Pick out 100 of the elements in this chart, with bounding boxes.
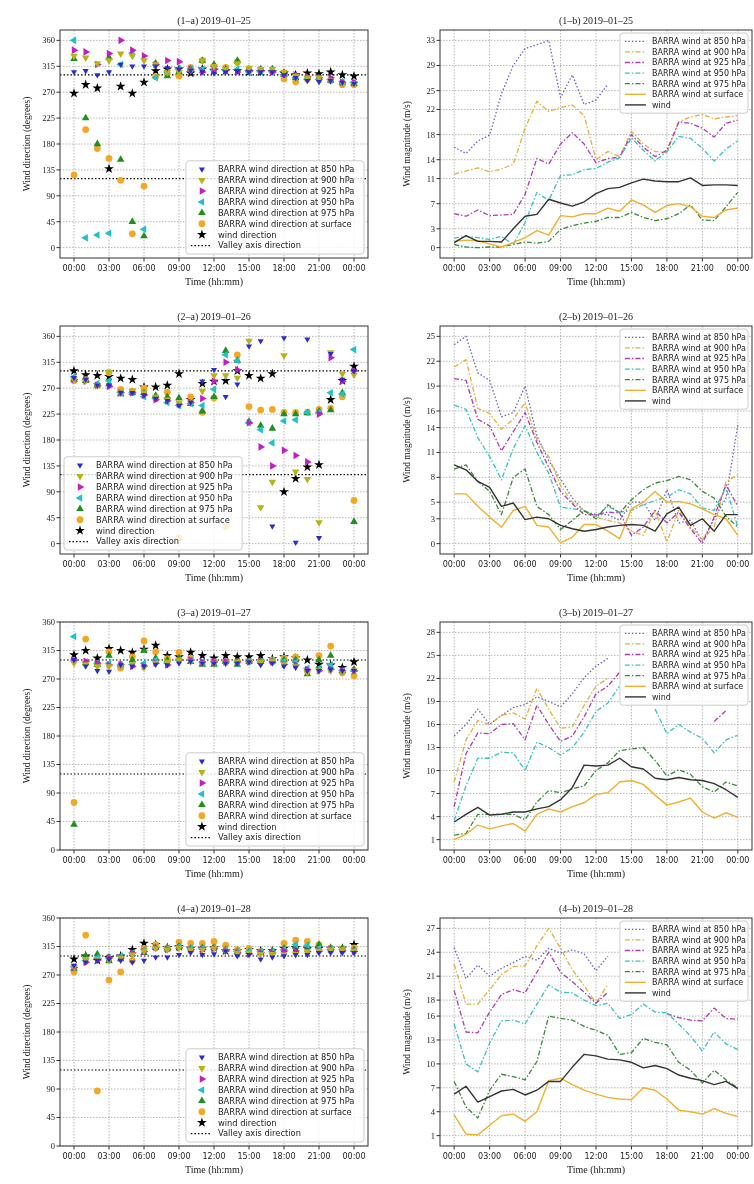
x-tick-label: 06:00 [132, 560, 156, 569]
legend-label: wind [651, 988, 671, 998]
x-axis-title: Time (hh:mm) [184, 572, 244, 584]
legend-label: BARRA wind at 925 hPa [651, 58, 747, 68]
y-axis-title: Wind direction (degrees) [22, 392, 33, 488]
y-tick-label: 270 [42, 969, 55, 980]
x-axis-title: Time (hh:mm) [184, 276, 244, 288]
y-tick-label: 7 [430, 198, 435, 209]
y-tick-label: 18 [426, 995, 435, 1006]
x-tick-label: 18:00 [272, 560, 296, 569]
x-tick-label: 00:00 [62, 264, 86, 273]
legend-label: BARRA wind at 950 hPa [651, 660, 747, 670]
chart-title: (2–a) 2019–01–26 [177, 311, 251, 323]
y-tick-label: 1 [430, 1130, 435, 1141]
y-tick-label: 14 [426, 422, 436, 433]
y-tick-label: 225 [42, 113, 55, 124]
legend-label: BARRA wind direction at 975 hPa [96, 503, 233, 514]
y-tick-label: 19 [426, 696, 435, 707]
y-tick-label: 16 [426, 405, 435, 416]
y-tick-label: 25 [426, 331, 435, 342]
y-tick-label: 315 [42, 941, 55, 952]
y-tick-label: 27 [426, 923, 435, 934]
y-tick-label: 360 [42, 331, 55, 342]
legend-label: wind direction [96, 525, 155, 536]
chart-title: (3–b) 2019–01–27 [558, 607, 634, 619]
x-tick-label: 06:00 [513, 560, 537, 569]
x-axis-title: Time (hh:mm) [184, 1164, 244, 1176]
legend-label: BARRA wind direction at 950 hPa [217, 196, 355, 207]
y-tick-label: 315 [42, 645, 55, 656]
x-axis-title: Time (hh:mm) [566, 868, 626, 880]
y-tick-label: 0 [50, 844, 55, 855]
x-axis-title: Time (hh:mm) [184, 868, 244, 880]
legend-label: BARRA wind direction at 925 hPa [96, 481, 233, 492]
y-tick-label: 135 [42, 460, 55, 471]
x-tick-label: 15:00 [619, 1152, 643, 1161]
y-tick-label: 180 [42, 434, 55, 445]
chart-title: (1–a) 2019–01–25 [177, 15, 251, 27]
x-tick-label: 00:00 [342, 560, 366, 569]
chart-title: (2–b) 2019–01–26 [558, 311, 634, 323]
x-tick-label: 12:00 [202, 1152, 226, 1161]
x-tick-label: 15:00 [237, 856, 261, 865]
x-axis-title: Time (hh:mm) [566, 1164, 626, 1176]
legend-label: BARRA wind at surface [651, 386, 744, 396]
y-tick-label: 14 [426, 154, 436, 165]
y-tick-label: 5 [430, 497, 435, 508]
y-tick-label: 180 [42, 1026, 55, 1037]
legend-label: BARRA wind at 850 hPa [651, 925, 747, 935]
y-tick-label: 270 [42, 673, 55, 684]
y-tick-label: 22 [426, 673, 435, 684]
legend-label: BARRA wind direction at 975 hPa [217, 799, 355, 810]
x-tick-label: 00:00 [62, 560, 86, 569]
y-tick-label: 13 [426, 742, 435, 753]
x-tick-label: 00:00 [442, 560, 466, 569]
x-tick-label: 00:00 [342, 856, 366, 865]
legend-label: Valley axis direction [217, 1128, 301, 1139]
y-tick-label: 11 [426, 173, 435, 184]
x-tick-label: 09:00 [167, 264, 191, 273]
legend-label: BARRA wind at 925 hPa [651, 354, 747, 364]
legend-label: BARRA wind direction at 850 hPa [217, 756, 355, 767]
x-axis-title: Time (hh:mm) [566, 572, 626, 584]
legend-label: BARRA wind at 900 hPa [651, 639, 747, 649]
legend-label: BARRA wind direction at 975 hPa [217, 207, 355, 218]
chart-title: (4–b) 2019–01–28 [558, 903, 634, 915]
x-tick-label: 18:00 [655, 1152, 679, 1161]
x-tick-label: 12:00 [584, 560, 608, 569]
y-tick-label: 16 [426, 719, 435, 730]
y-tick-label: 13 [426, 1034, 435, 1045]
legend-label: BARRA wind at 925 hPa [651, 946, 747, 956]
x-tick-label: 09:00 [167, 560, 191, 569]
y-axis-title: Wind magnitude (m/s) [402, 397, 413, 483]
legend-label: BARRA wind at 900 hPa [651, 343, 747, 353]
x-tick-label: 18:00 [655, 560, 679, 569]
y-tick-label: 0 [50, 1140, 55, 1151]
y-tick-label: 19 [426, 381, 435, 392]
x-tick-label: 03:00 [97, 560, 121, 569]
y-tick-label: 4 [430, 811, 436, 822]
x-tick-label: 06:00 [132, 264, 156, 273]
legend-label: BARRA wind direction at 850 hPa [217, 1052, 355, 1063]
y-tick-label: 25 [426, 85, 435, 96]
y-tick-label: 225 [42, 702, 55, 713]
legend-label: BARRA wind at 950 hPa [651, 956, 747, 966]
x-tick-label: 03:00 [97, 264, 121, 273]
x-tick-label: 00:00 [62, 1152, 86, 1161]
legend-label: BARRA wind direction at 925 hPa [217, 185, 355, 196]
x-tick-label: 12:00 [202, 560, 226, 569]
y-tick-label: 3 [430, 513, 435, 524]
y-tick-label: 360 [42, 35, 55, 46]
x-tick-label: 00:00 [442, 1152, 466, 1161]
y-tick-label: 18 [426, 129, 435, 140]
x-tick-label: 06:00 [132, 1152, 156, 1161]
x-tick-label: 03:00 [478, 560, 502, 569]
y-tick-label: 90 [46, 1083, 55, 1094]
legend-label: BARRA wind direction at surface [217, 810, 352, 821]
x-tick-label: 03:00 [478, 856, 502, 865]
x-tick-label: 21:00 [690, 1152, 714, 1161]
x-tick-label: 15:00 [237, 264, 261, 273]
legend-label: BARRA wind direction at 900 hPa [96, 471, 233, 482]
legend-label: BARRA wind direction at 950 hPa [96, 492, 233, 503]
legend-label: BARRA wind direction at surface [96, 514, 230, 525]
x-tick-label: 15:00 [237, 1152, 261, 1161]
